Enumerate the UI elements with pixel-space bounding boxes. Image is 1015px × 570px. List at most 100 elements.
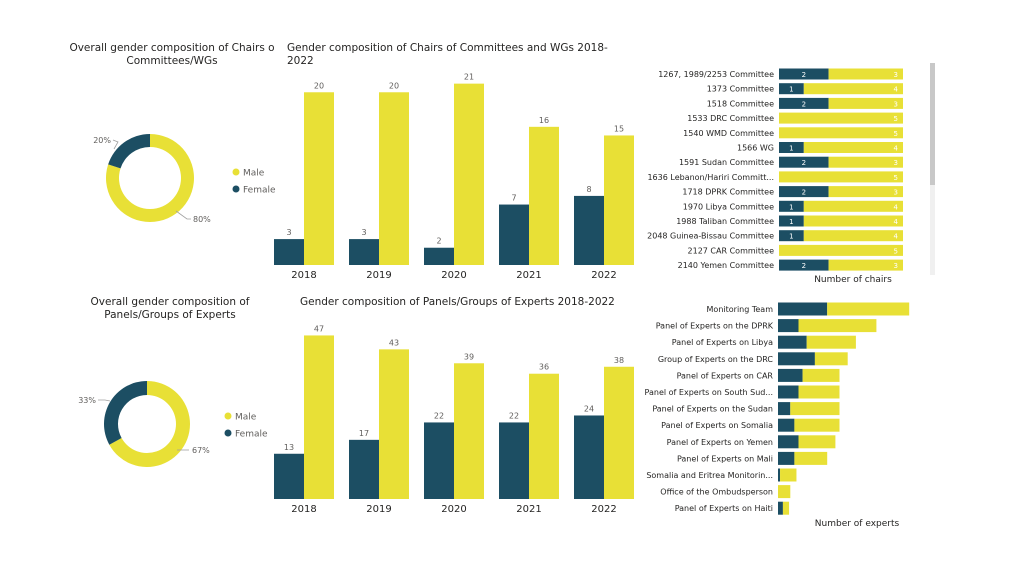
hbars2-category-6: Panel of Experts on the Sudan — [652, 405, 773, 414]
bars1-bar-female-2022 — [574, 195, 604, 265]
hbars2-category-7: Panel of Experts on Somalia — [661, 421, 773, 430]
hbars1-datalabel-female-0: 2 — [802, 71, 806, 79]
bars1-bar-female-2019 — [349, 239, 379, 265]
hbars2-bar-female-6 — [778, 402, 791, 416]
bars1-bar-male-2019 — [379, 92, 409, 265]
hbars1-bar-female-9 — [779, 200, 804, 212]
donut2-title: Overall gender composition of Panels/Gro… — [90, 296, 250, 321]
hbars1-bar-male-3 — [779, 112, 903, 124]
bars1-datalabel-female-2020: 2 — [436, 237, 441, 246]
bars1-bar-female-2021 — [499, 204, 529, 265]
bars2-bar-male-2021 — [529, 373, 559, 499]
hbars1-datalabel-male-10: 4 — [894, 218, 899, 226]
bars2-datalabel-female-2020: 22 — [434, 411, 444, 420]
bars2-datalabel-male-2021: 36 — [539, 363, 549, 372]
bars2-bar-male-2022 — [604, 366, 634, 499]
hbars2-category-1: Panel of Experts on the DPRK — [656, 322, 774, 331]
donut1-leader-female — [112, 139, 119, 150]
bars2-xtick-2021: 2021 — [516, 504, 541, 515]
bars2-datalabel-male-2022: 38 — [614, 356, 624, 365]
bars1-datalabel-male-2020: 21 — [464, 73, 474, 82]
hbars1-bar-male-6 — [828, 156, 903, 168]
hbars1-bar-female-6 — [779, 156, 829, 168]
hbars1-bar-male-8 — [828, 186, 903, 198]
hbars2-bar-male-10 — [780, 468, 797, 482]
hbars1-bar-female-13 — [779, 259, 829, 271]
bars1-xtick-2020: 2020 — [441, 270, 466, 281]
hbars1-datalabel-female-2: 2 — [802, 100, 806, 108]
hbars1-bar-male-4 — [779, 127, 903, 139]
bars1-bar-male-2022 — [604, 135, 634, 265]
hbars1-category-3: 1533 DRC Committee — [687, 114, 774, 123]
hbars2-bar-male-11 — [778, 485, 791, 499]
chairs-scrollbar-thumb[interactable] — [930, 63, 935, 185]
hbars1-datalabel-male-3: 5 — [894, 115, 898, 123]
hbars2-category-0: Monitoring Team — [707, 305, 774, 314]
hbars2-bar-male-5 — [798, 385, 840, 399]
hbars2-bar-female-4 — [778, 368, 803, 382]
hbars2-bar-male-4 — [802, 368, 840, 382]
hbars2-bar-female-8 — [778, 435, 799, 449]
bars1-xtick-2022: 2022 — [591, 270, 616, 281]
hbars2-xlabel: Number of experts — [815, 519, 900, 529]
donut2-slice-male — [109, 381, 190, 468]
hbars1-bar-female-0 — [779, 68, 829, 80]
hbars1-category-6: 1591 Sudan Committee — [679, 158, 774, 167]
hbars2-bar-male-7 — [794, 418, 840, 432]
hbars1-datalabel-male-1: 4 — [894, 86, 899, 94]
hbars1-datalabel-male-8: 3 — [894, 189, 898, 197]
hbars2-bar-female-5 — [778, 385, 799, 399]
bars1-datalabel-female-2021: 7 — [511, 194, 516, 203]
hbars1-datalabel-male-2: 3 — [894, 100, 898, 108]
bars1-bar-female-2018 — [274, 239, 304, 265]
hbars2-bar-male-12 — [782, 501, 790, 515]
hbars1-datalabel-male-0: 3 — [894, 71, 898, 79]
donut1-label-female: 20% — [93, 136, 111, 145]
hbars1-datalabel-male-13: 3 — [894, 262, 898, 270]
hbars1-datalabel-female-5: 1 — [789, 145, 793, 153]
hbars1-bar-female-11 — [779, 230, 804, 242]
bars1-datalabel-female-2022: 8 — [586, 185, 591, 194]
hbars1-category-8: 1718 DPRK Committee — [682, 188, 774, 197]
hbars1-datalabel-male-5: 4 — [894, 145, 899, 153]
bars1-xtick-2018: 2018 — [291, 270, 316, 281]
bars2-datalabel-female-2019: 17 — [359, 429, 369, 438]
donut2-label-male: 67% — [192, 446, 210, 455]
hbars2-category-10: Somalia and Eritrea Monitorin... — [646, 471, 773, 480]
bars2-xtick-2020: 2020 — [441, 504, 466, 515]
hbars1-bar-male-11 — [803, 230, 903, 242]
donut2-legend-female: Female — [235, 430, 268, 440]
donut1-slice-female — [108, 134, 150, 169]
donut1-legend-marker-male — [232, 168, 240, 176]
hbars1-datalabel-male-11: 4 — [894, 233, 899, 241]
bars1-datalabel-female-2018: 3 — [286, 228, 291, 237]
hbars2-category-8: Panel of Experts on Yemen — [667, 438, 773, 447]
hbars1-category-7: 1636 Lebanon/Hariri Committ... — [647, 173, 774, 182]
hbars1-bar-male-7 — [779, 171, 903, 183]
hbars2-category-5: Panel of Experts on South Sud... — [645, 388, 773, 397]
donut1-legend-male: Male — [243, 169, 265, 179]
donut1-label-male: 80% — [193, 215, 211, 224]
hbars1-bar-male-2 — [828, 97, 903, 109]
bars1-datalabel-female-2019: 3 — [361, 228, 366, 237]
hbars1-bar-male-9 — [803, 200, 903, 212]
hbars1-datalabel-male-12: 5 — [894, 247, 898, 255]
hbars2-bar-female-2 — [778, 335, 807, 349]
hbars2-bar-male-3 — [814, 352, 848, 366]
hbars2-bar-male-9 — [794, 451, 828, 465]
donut2-legend-marker-male — [224, 412, 232, 420]
bars2-datalabel-male-2018: 47 — [314, 324, 324, 333]
hbars1-datalabel-male-7: 5 — [894, 174, 898, 182]
hbars1-category-10: 1988 Taliban Committee — [676, 217, 774, 226]
bars1-xtick-2019: 2019 — [366, 270, 391, 281]
hbars1-bar-male-1 — [803, 83, 903, 95]
hbars1-category-5: 1566 WG — [737, 144, 774, 153]
bars2-xtick-2022: 2022 — [591, 504, 616, 515]
bars2-bar-female-2021 — [499, 422, 529, 499]
donut2-label-female: 33% — [78, 396, 96, 405]
bars2-bar-male-2019 — [379, 349, 409, 499]
hbars2-bar-female-10 — [778, 468, 781, 482]
hbars1-bar-female-2 — [779, 97, 829, 109]
donut2-leader-female — [98, 399, 111, 402]
